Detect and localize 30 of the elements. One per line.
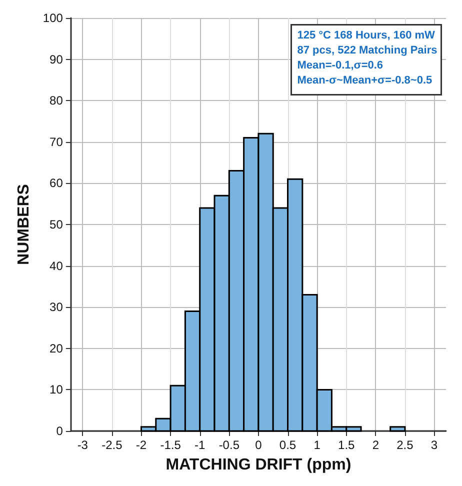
x-tick-label: 2.5 [396,438,414,452]
x-tick-label: -0.5 [218,438,240,452]
y-tick-label: 40 [50,258,64,273]
x-tick-label: 1 [314,438,321,452]
x-tick-label: 0 [255,438,262,452]
y-tick-label: 30 [50,300,64,314]
y-tick-label: 90 [50,52,64,66]
x-axis-title: MATCHING DRIFT (ppm) [166,456,352,474]
y-tick-label: 10 [50,382,64,397]
x-tick-label: 3 [430,438,438,452]
y-axis-title: NUMBERS [16,184,32,265]
y-tick-label: 100 [42,11,64,25]
y-tick-label: 80 [50,94,64,108]
x-tick-label: -3 [77,438,88,452]
x-tick-label: -1.5 [160,438,182,452]
annotation: Mean-σ~Mean+σ=-0.8~0.5 [297,74,432,86]
x-tick-label: 0.5 [279,438,296,452]
x-tick-label: 2 [372,438,380,452]
y-tick-label: 70 [50,134,64,149]
x-tick-label: -2 [136,438,147,452]
x-tick-label: -2.5 [102,438,123,452]
y-tick-label: 60 [50,176,64,190]
x-tick-label: -1 [194,438,206,452]
y-tick-label: 0 [56,424,64,438]
annotation: Mean=-0.1,σ=0.6 [297,59,384,72]
annotation: 125 °C 168 Hours, 160 mW [297,29,436,42]
annotation: 87 pcs, 522 Matching Pairs [297,44,438,56]
y-tick-label: 50 [50,218,64,232]
x-tick-label: 1.5 [338,438,356,452]
y-tick-label: 20 [50,341,64,356]
